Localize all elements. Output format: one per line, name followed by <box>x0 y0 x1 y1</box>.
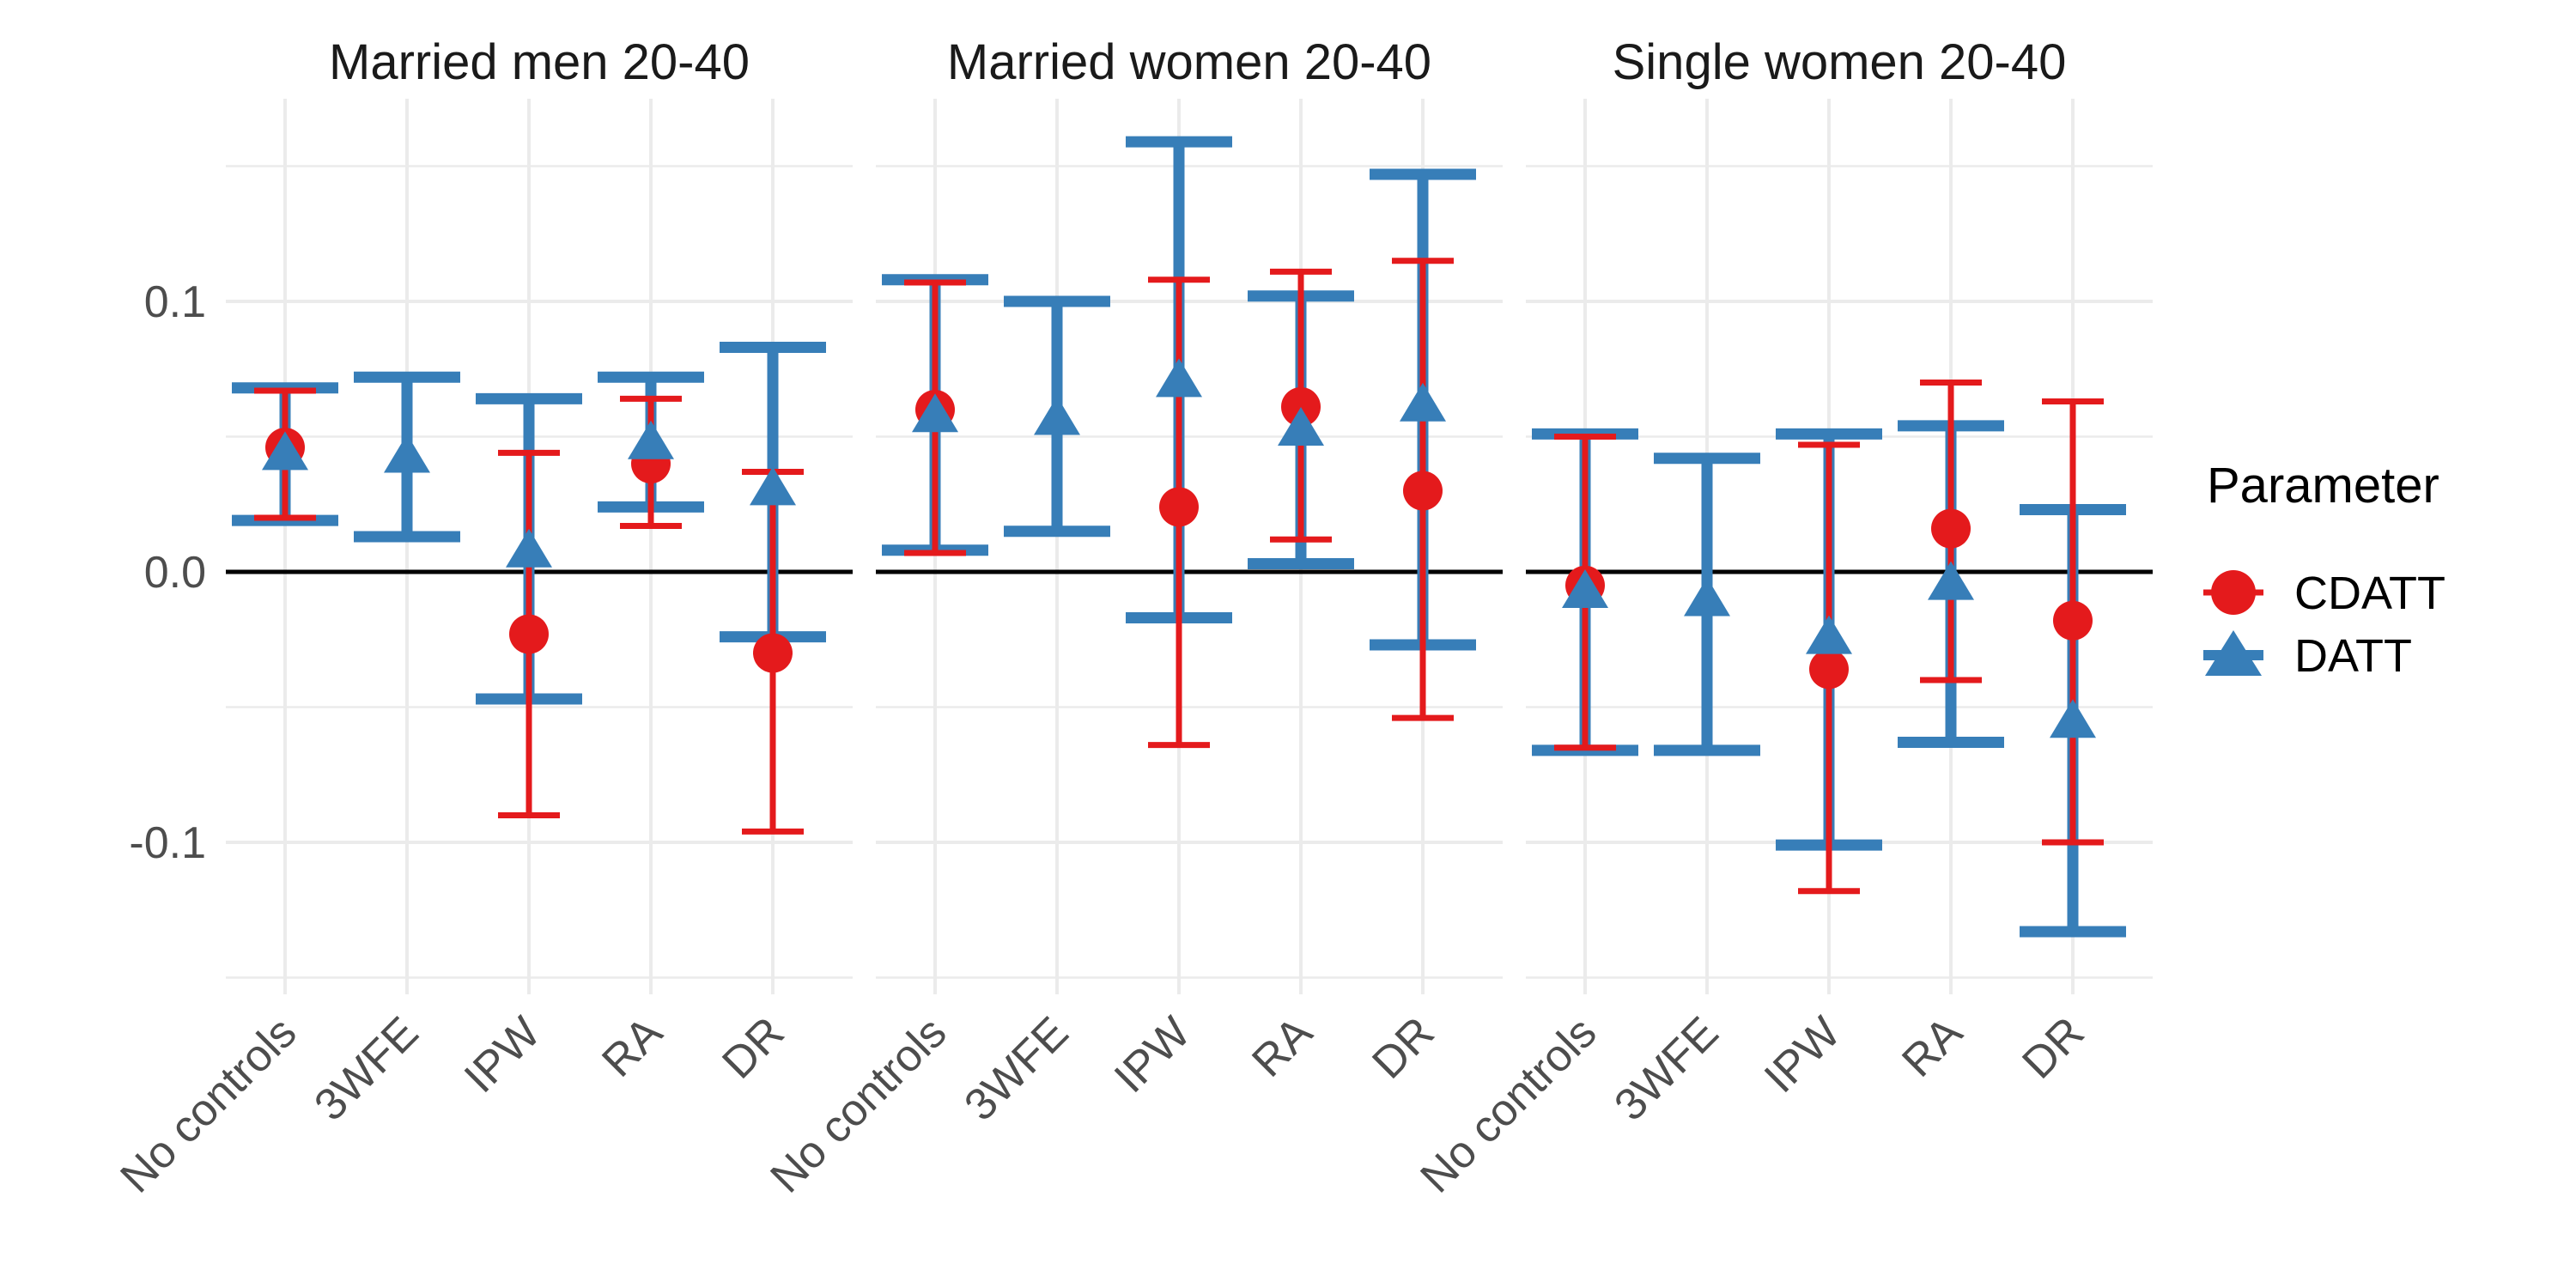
legend-key-cdatt-icon <box>2211 570 2256 615</box>
point-datt <box>384 434 430 473</box>
legend-item: CDATT <box>2203 568 2445 619</box>
point-datt <box>2050 699 2096 738</box>
legend-key-datt-icon <box>2205 630 2262 676</box>
point-cdatt <box>1403 471 1443 511</box>
point-datt <box>912 393 958 433</box>
legend-item: DATT <box>2203 630 2412 682</box>
estimate-group <box>882 274 988 556</box>
point-cdatt <box>2053 600 2093 641</box>
facet-title: Married men 20-40 <box>329 34 750 90</box>
legend: Parameter CDATT DATT <box>2203 458 2445 682</box>
point-datt <box>1278 407 1324 447</box>
y-tick-label: -0.1 <box>129 818 206 868</box>
estimate-group <box>598 371 704 529</box>
y-tick-label: 0.1 <box>144 277 206 327</box>
point-datt <box>506 528 552 568</box>
point-datt <box>1562 569 1608 609</box>
estimate-group <box>2020 398 2126 938</box>
estimate-group <box>232 382 338 526</box>
facet-title: Married women 20-40 <box>947 34 1431 90</box>
point-datt <box>262 431 308 471</box>
estimate-group <box>1654 453 1760 756</box>
point-cdatt <box>1809 649 1849 690</box>
point-cdatt <box>1931 508 1971 549</box>
point-datt <box>1928 561 1974 600</box>
legend-title: Parameter <box>2207 458 2439 513</box>
point-datt <box>1156 358 1202 398</box>
estimate-group <box>1532 428 1638 756</box>
estimate-group <box>1898 380 2004 748</box>
point-datt <box>1806 615 1852 654</box>
legend-item-label: CDATT <box>2294 568 2445 619</box>
estimate-group <box>1776 428 1882 895</box>
estimate-group <box>1126 136 1232 749</box>
facet-panel: Married women 20-40 <box>876 34 1503 994</box>
estimate-group <box>354 371 460 543</box>
point-datt <box>1400 382 1446 422</box>
point-datt <box>750 466 796 506</box>
estimate-group <box>720 342 826 835</box>
facet-panel: Single women 20-40 <box>1526 34 2153 994</box>
point-cdatt <box>1159 487 1199 527</box>
estimate-group <box>1370 168 1476 721</box>
point-datt <box>1034 396 1080 435</box>
estimate-group <box>1248 268 1354 570</box>
point-cdatt <box>509 614 549 654</box>
point-cdatt <box>753 633 793 673</box>
legend-item-label: DATT <box>2294 630 2412 682</box>
facet-title: Single women 20-40 <box>1613 34 2067 90</box>
estimate-group <box>476 392 582 818</box>
point-cdatt <box>1281 386 1321 427</box>
facet-panel: Married men 20-40 <box>226 34 853 994</box>
estimate-group <box>1004 295 1110 538</box>
point-datt <box>628 420 674 459</box>
point-datt <box>1684 577 1730 617</box>
y-tick-label: 0.0 <box>144 548 206 598</box>
